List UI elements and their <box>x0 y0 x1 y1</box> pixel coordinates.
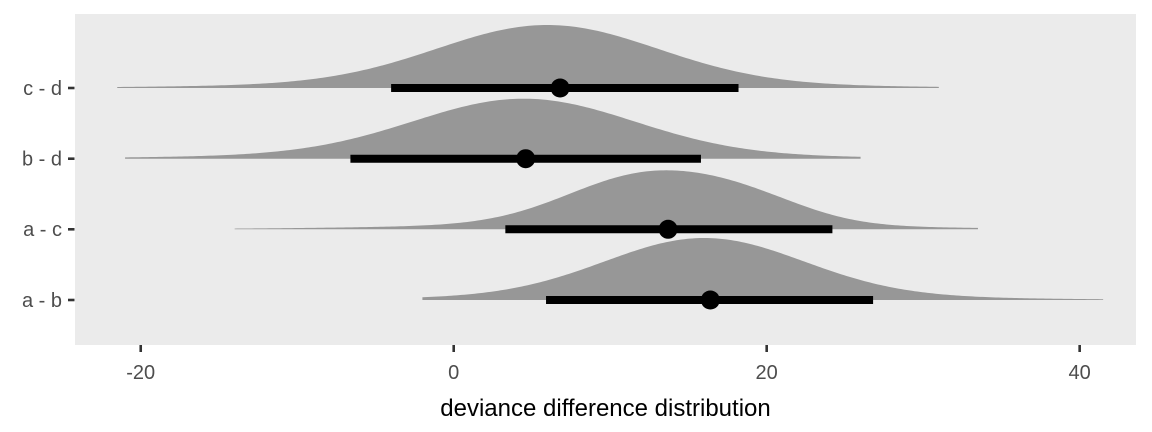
y-axis-label: a - b <box>22 290 62 312</box>
point-estimate-b-d <box>516 149 536 169</box>
point-estimate-c-d <box>550 78 570 98</box>
point-estimate-a-c <box>658 219 678 239</box>
y-axis-label: c - d <box>23 78 62 100</box>
point-estimate-a-b <box>700 290 720 310</box>
density-area-b-d <box>125 98 861 159</box>
y-axis-label: b - d <box>22 149 62 171</box>
density-area-a-b <box>422 238 1104 300</box>
density-area-a-c <box>234 170 978 230</box>
x-tick-label: -20 <box>126 362 155 384</box>
x-tick-label: 40 <box>1069 362 1091 384</box>
x-tick-label: 0 <box>448 362 459 384</box>
x-axis-title: deviance difference distribution <box>440 395 770 422</box>
x-tick-label: 20 <box>756 362 778 384</box>
y-axis-label: a - c <box>23 219 62 241</box>
density-area-c-d <box>117 25 939 88</box>
